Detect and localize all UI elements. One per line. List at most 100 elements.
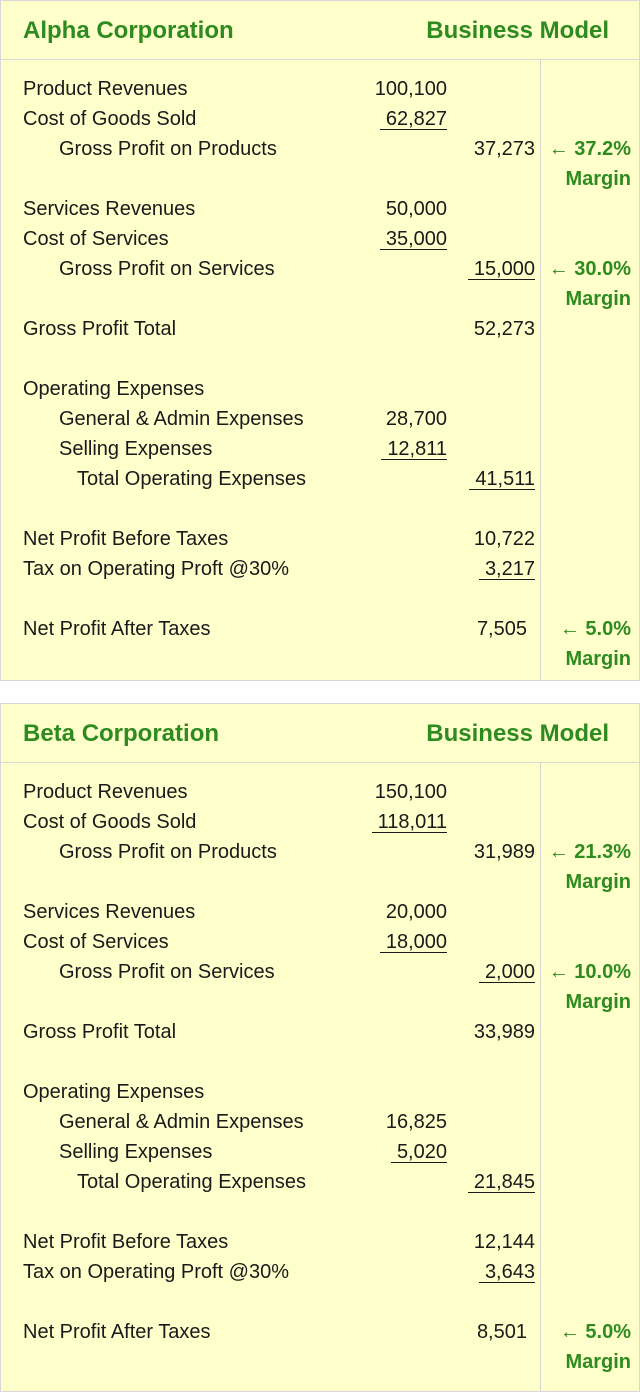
row-value: 7,505 xyxy=(476,618,527,640)
beta-statement-panel: Beta Corporation Business Model Product … xyxy=(0,703,640,1392)
row-label: Product Revenues xyxy=(23,78,188,100)
margin-label: Margin xyxy=(565,1351,631,1373)
row-gross-profit-services: Gross Profit on Services 2,000 ← 10.0% M… xyxy=(1,957,639,1013)
section-heading: Operating Expenses xyxy=(23,378,205,400)
row-label: Net Profit Before Taxes xyxy=(23,528,229,550)
row-value: 2,000 xyxy=(478,962,535,983)
business-model-label: Business Model xyxy=(426,17,609,44)
alpha-statement-panel: Alpha Corporation Business Model Product… xyxy=(0,0,640,681)
row-product-revenues: Product Revenues 150,100 xyxy=(1,777,639,807)
row-selling-expenses: Selling Expenses 5,020 xyxy=(1,1137,639,1167)
row-label: Cost of Services xyxy=(23,931,169,953)
company-name: Alpha Corporation xyxy=(23,17,234,44)
row-cogs: Cost of Goods Sold 118,011 xyxy=(1,807,639,837)
row-value: 15,000 xyxy=(467,259,535,280)
row-label: Gross Profit on Products xyxy=(59,138,277,160)
row-value: 150,100 xyxy=(374,781,447,803)
margin-label: Margin xyxy=(565,991,631,1013)
row-label: Net Profit After Taxes xyxy=(23,1321,211,1343)
row-services-revenues: Services Revenues 20,000 xyxy=(1,897,639,927)
row-value: 35,000 xyxy=(379,229,447,250)
row-gross-profit-total: Gross Profit Total 52,273 xyxy=(1,314,639,344)
row-label: Total Operating Expenses xyxy=(77,1171,307,1193)
row-label: Gross Profit on Services xyxy=(59,961,275,983)
row-label: Net Profit After Taxes xyxy=(23,618,211,640)
row-value: 3,643 xyxy=(478,1262,535,1283)
row-cost-of-services: Cost of Services 35,000 xyxy=(1,224,639,254)
column-divider xyxy=(540,60,541,680)
row-label: General & Admin Expenses xyxy=(59,1111,304,1133)
row-cogs: Cost of Goods Sold 62,827 xyxy=(1,104,639,134)
row-value: 62,827 xyxy=(379,109,447,130)
row-value: 3,217 xyxy=(478,559,535,580)
row-total-operating-expenses: Total Operating Expenses 21,845 xyxy=(1,1167,639,1197)
row-net-profit-after-taxes: Net Profit After Taxes 7,505 ← 5.0% Marg… xyxy=(1,614,639,670)
row-value: 50,000 xyxy=(385,198,447,220)
row-tax: Tax on Operating Proft @30% 3,217 xyxy=(1,554,639,584)
row-value: 52,273 xyxy=(473,318,535,340)
row-value: 16,825 xyxy=(385,1111,447,1133)
row-label: Total Operating Expenses xyxy=(77,468,307,490)
margin-value: ← 5.0% xyxy=(559,618,631,640)
row-value: 37,273 xyxy=(473,138,535,160)
row-value: 33,989 xyxy=(473,1021,535,1043)
row-net-profit-after-taxes: Net Profit After Taxes 8,501 ← 5.0% Marg… xyxy=(1,1317,639,1373)
row-label: Selling Expenses xyxy=(59,1141,213,1163)
row-label: Gross Profit Total xyxy=(23,318,177,340)
row-services-revenues: Services Revenues 50,000 xyxy=(1,194,639,224)
row-value: 118,011 xyxy=(371,812,447,833)
statement-body: Product Revenues 100,100 Cost of Goods S… xyxy=(1,60,639,680)
margin-label: Margin xyxy=(565,168,631,190)
row-product-revenues: Product Revenues 100,100 xyxy=(1,74,639,104)
row-label: Selling Expenses xyxy=(59,438,213,460)
row-label: Tax on Operating Proft @30% xyxy=(23,558,289,580)
row-total-operating-expenses: Total Operating Expenses 41,511 xyxy=(1,464,639,494)
column-divider xyxy=(540,763,541,1391)
row-operating-expenses-heading: Operating Expenses xyxy=(1,374,639,404)
margin-label: Margin xyxy=(565,648,631,670)
row-label: General & Admin Expenses xyxy=(59,408,304,430)
row-label: Cost of Goods Sold xyxy=(23,108,197,130)
row-gross-profit-total: Gross Profit Total 33,989 xyxy=(1,1017,639,1047)
row-value: 31,989 xyxy=(473,841,535,863)
row-selling-expenses: Selling Expenses 12,811 xyxy=(1,434,639,464)
row-label: Gross Profit on Products xyxy=(59,841,277,863)
row-label: Product Revenues xyxy=(23,781,188,803)
panel-header: Beta Corporation Business Model xyxy=(1,704,639,763)
margin-value: ← 30.0% xyxy=(548,258,631,280)
row-gross-profit-services: Gross Profit on Services 15,000 ← 30.0% … xyxy=(1,254,639,310)
row-cost-of-services: Cost of Services 18,000 xyxy=(1,927,639,957)
row-value: 8,501 xyxy=(476,1321,527,1343)
row-net-profit-before-taxes: Net Profit Before Taxes 12,144 xyxy=(1,1227,639,1257)
row-value: 41,511 xyxy=(469,469,535,490)
row-label: Cost of Goods Sold xyxy=(23,811,197,833)
margin-value: ← 5.0% xyxy=(559,1321,631,1343)
row-value: 18,000 xyxy=(379,932,447,953)
row-label: Gross Profit Total xyxy=(23,1021,177,1043)
margin-value: ← 21.3% xyxy=(548,841,631,863)
section-heading: Operating Expenses xyxy=(23,1081,205,1103)
row-gross-profit-products: Gross Profit on Products 37,273 ← 37.2% … xyxy=(1,134,639,190)
row-value: 12,811 xyxy=(381,439,447,460)
statement-body: Product Revenues 150,100 Cost of Goods S… xyxy=(1,763,639,1391)
row-tax: Tax on Operating Proft @30% 3,643 xyxy=(1,1257,639,1287)
panel-header: Alpha Corporation Business Model xyxy=(1,1,639,60)
row-value: 10,722 xyxy=(473,528,535,550)
row-ga-expenses: General & Admin Expenses 16,825 xyxy=(1,1107,639,1137)
row-value: 12,144 xyxy=(473,1231,535,1253)
row-label: Net Profit Before Taxes xyxy=(23,1231,229,1253)
row-label: Services Revenues xyxy=(23,198,196,220)
row-value: 5,020 xyxy=(390,1142,447,1163)
row-value: 100,100 xyxy=(374,78,447,100)
row-value: 20,000 xyxy=(385,901,447,923)
row-label: Services Revenues xyxy=(23,901,196,923)
margin-label: Margin xyxy=(565,871,631,893)
company-name: Beta Corporation xyxy=(23,720,220,747)
row-operating-expenses-heading: Operating Expenses xyxy=(1,1077,639,1107)
row-gross-profit-products: Gross Profit on Products 31,989 ← 21.3% … xyxy=(1,837,639,893)
row-value: 28,700 xyxy=(385,408,447,430)
row-net-profit-before-taxes: Net Profit Before Taxes 10,722 xyxy=(1,524,639,554)
row-label: Tax on Operating Proft @30% xyxy=(23,1261,289,1283)
business-model-label: Business Model xyxy=(426,720,609,747)
row-ga-expenses: General & Admin Expenses 28,700 xyxy=(1,404,639,434)
